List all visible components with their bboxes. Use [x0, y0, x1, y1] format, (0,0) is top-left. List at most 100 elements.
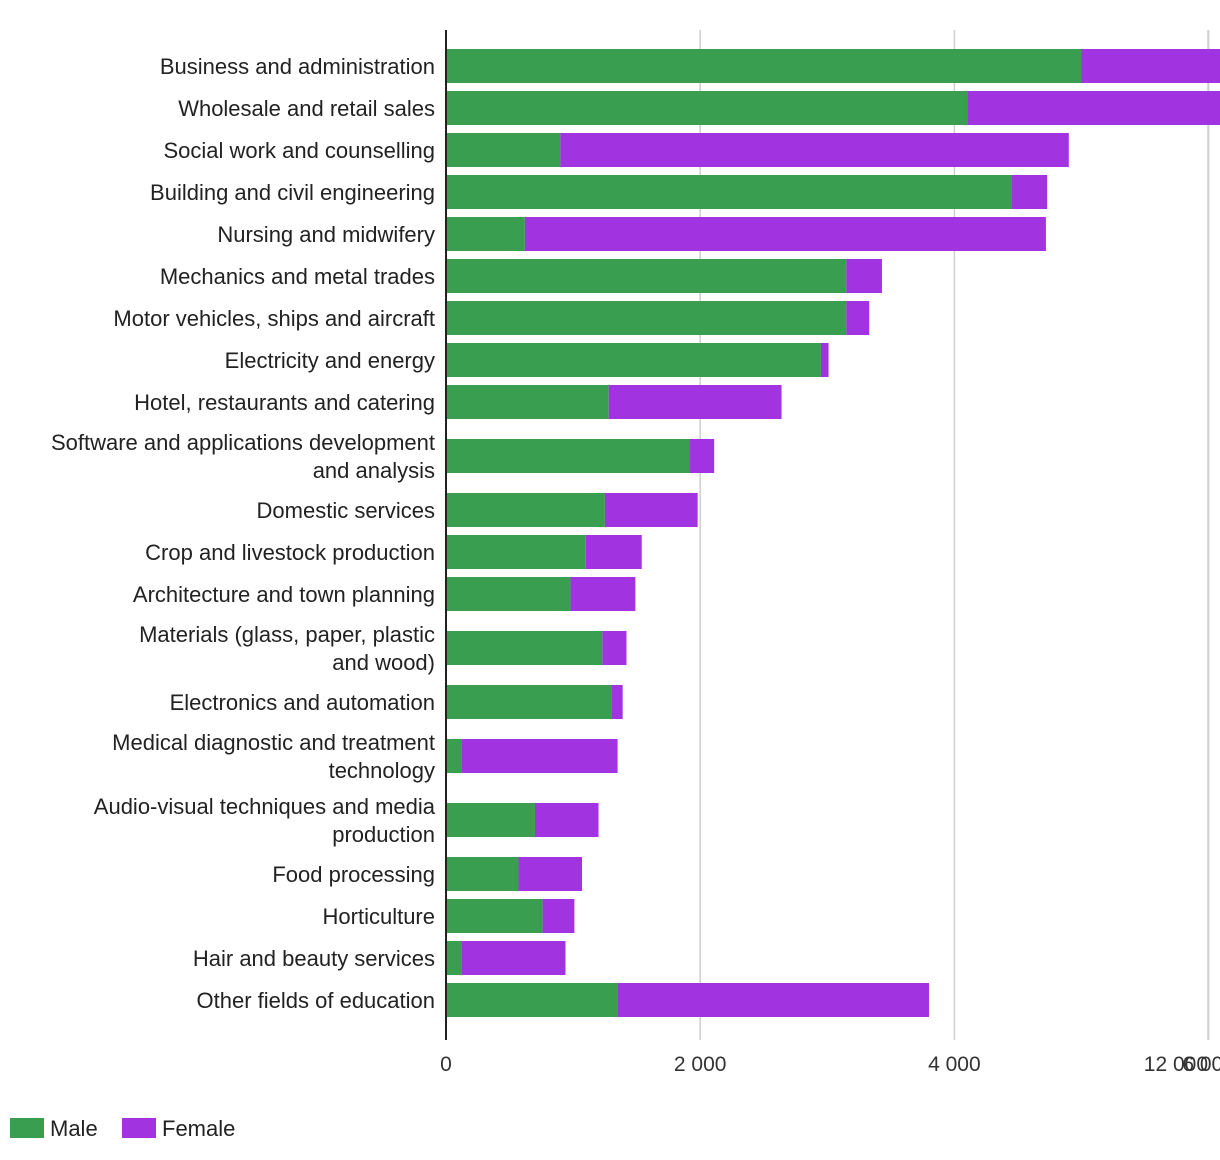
category-label: Audio-visual techniques and media product… [94, 794, 436, 847]
bar-female [690, 439, 715, 473]
category-label-line: and analysis [313, 458, 435, 483]
category-label: Electricity and energy [225, 348, 435, 373]
category-label: Electronics and automation [170, 690, 435, 715]
bar-male [446, 577, 571, 611]
bar-female [846, 301, 870, 335]
category-label: Crop and livestock production [145, 540, 435, 565]
bar-male [446, 983, 618, 1017]
x-tick-label: 4 000 [928, 1053, 981, 1076]
legend-swatch-male [10, 1118, 44, 1138]
bar-male [446, 685, 612, 719]
bar-male [446, 217, 525, 251]
category-label: Horticulture [323, 904, 435, 929]
category-label-line: Crop and livestock production [145, 540, 435, 565]
bar-female [1081, 49, 1220, 83]
bars [446, 49, 1220, 1017]
bar-male [446, 535, 586, 569]
bar-male [446, 259, 847, 293]
category-label-line: Mechanics and metal trades [160, 264, 435, 289]
bar-female [461, 739, 618, 773]
category-label-line: Audio-visual techniques and media [94, 794, 436, 819]
category-label-line: Building and civil engineering [150, 180, 435, 205]
category-label-line: Social work and counselling [164, 138, 436, 163]
category-label-line: and wood) [332, 650, 435, 675]
category-labels: Business and administration Wholesale and… [51, 54, 436, 1013]
category-label-line: production [332, 822, 435, 847]
bar-male [446, 439, 691, 473]
bar-female [604, 493, 698, 527]
category-label-line: Wholesale and retail sales [178, 96, 435, 121]
category-label: Mechanics and metal trades [160, 264, 435, 289]
bar-male [446, 739, 462, 773]
category-label: Other fields of education [197, 988, 435, 1013]
bar-female [608, 385, 782, 419]
category-label-line: technology [329, 758, 435, 783]
bar-male [446, 49, 1082, 83]
category-label: Wholesale and retail sales [178, 96, 435, 121]
bar-male [446, 941, 462, 975]
bar-female [518, 857, 582, 891]
legend: Male Female [10, 1116, 235, 1141]
legend-label-male: Male [50, 1116, 98, 1141]
bar-female [524, 217, 1046, 251]
category-label: Nursing and midwifery [217, 222, 435, 247]
category-label: Architecture and town planning [133, 582, 435, 607]
category-label-line: Domestic services [257, 498, 435, 523]
bar-female [461, 941, 566, 975]
bar-male [446, 803, 535, 837]
bar-male [446, 493, 605, 527]
bar-female [570, 577, 636, 611]
category-label-line: Food processing [272, 862, 435, 887]
bar-female [617, 983, 929, 1017]
bar-female [820, 343, 829, 377]
category-label-line: Medical diagnostic and treatment [112, 730, 435, 755]
bar-female [585, 535, 642, 569]
bar-male [446, 899, 543, 933]
category-label-line: Electricity and energy [225, 348, 435, 373]
bar-female [846, 259, 882, 293]
category-label-line: Other fields of education [197, 988, 435, 1013]
bar-female [611, 685, 623, 719]
category-label: Domestic services [257, 498, 435, 523]
x-tick-label: 6 000 [1182, 1053, 1220, 1076]
category-label-line: Materials (glass, paper, plastic [139, 622, 435, 647]
category-label: Food processing [272, 862, 435, 887]
bar-female [967, 91, 1220, 125]
bar-male [446, 91, 968, 125]
category-label: Software and applications development and… [51, 430, 435, 483]
category-label: Medical diagnostic and treatment technolo… [112, 730, 435, 783]
category-label-line: Business and administration [160, 54, 435, 79]
category-label: Hotel, restaurants and catering [134, 390, 435, 415]
legend-swatch-female [122, 1118, 156, 1138]
bar-female [542, 899, 575, 933]
category-label-line: Hair and beauty services [193, 946, 435, 971]
bar-female [602, 631, 627, 665]
category-label: Social work and counselling [164, 138, 436, 163]
category-label-line: Horticulture [323, 904, 435, 929]
bar-male [446, 133, 561, 167]
bar-male [446, 301, 847, 335]
x-tick-label: 12 000 [1144, 1053, 1208, 1076]
bar-male [446, 857, 519, 891]
category-label-line: Software and applications development [51, 430, 435, 455]
category-label-line: Motor vehicles, ships and aircraft [113, 306, 435, 331]
category-label-line: Architecture and town planning [133, 582, 435, 607]
bar-female [1011, 175, 1048, 209]
x-tick-label: 2 000 [674, 1053, 727, 1076]
category-label-line: Hotel, restaurants and catering [134, 390, 435, 415]
category-label-line: Electronics and automation [170, 690, 435, 715]
x-tick-label: 0 [440, 1053, 452, 1076]
category-label: Building and civil engineering [150, 180, 435, 205]
bar-male [446, 385, 609, 419]
bar-male [446, 175, 1012, 209]
category-label: Motor vehicles, ships and aircraft [113, 306, 435, 331]
category-label: Business and administration [160, 54, 435, 79]
bar-female [534, 803, 599, 837]
bar-female [560, 133, 1069, 167]
bar-male [446, 631, 603, 665]
category-label: Hair and beauty services [193, 946, 435, 971]
legend-label-female: Female [162, 1116, 235, 1141]
category-label-line: Nursing and midwifery [217, 222, 435, 247]
